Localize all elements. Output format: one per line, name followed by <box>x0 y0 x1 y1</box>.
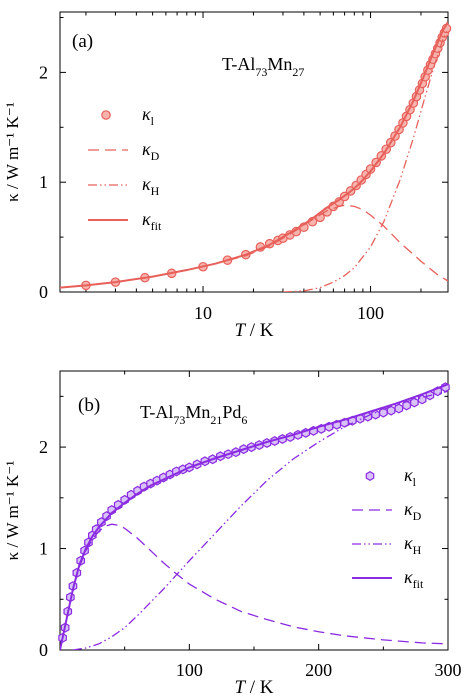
legend-subscript: l <box>413 475 417 489</box>
x-tick-label: 100 <box>357 303 384 323</box>
series-line-κH <box>72 390 448 650</box>
data-point-κl <box>394 403 404 414</box>
data-point-κl <box>410 397 419 408</box>
x-tick-label: 300 <box>435 660 462 680</box>
legend-subscript: D <box>151 149 160 163</box>
legend-subscript: D <box>413 509 422 523</box>
legend-symbol: κ <box>404 499 413 519</box>
legend-label: κD <box>142 139 160 163</box>
legend-subscript: fit <box>413 577 424 591</box>
legend-symbol: κ <box>404 533 413 553</box>
material-formula: T-Al73Mn21Pd6 <box>140 402 247 427</box>
x-axis-label-unit: / K <box>245 320 274 341</box>
y-tick-label: 1 <box>39 539 48 559</box>
legend-symbol: κ <box>142 139 151 159</box>
material-formula-part: T-Al <box>140 402 173 422</box>
legend-subscript: fit <box>151 219 162 233</box>
legend-symbol: κ <box>142 104 151 124</box>
material-formula-part: 21 <box>210 413 222 427</box>
material-formula-part: Pd <box>222 402 241 422</box>
legend-marker <box>365 471 375 481</box>
x-axis-label-var: T <box>234 320 246 341</box>
legend-marker <box>101 110 111 120</box>
legend-label: κfit <box>142 209 162 233</box>
panel-b: 100 200 300 0 1 2 T / K κ / W m⁻¹ K⁻¹ (b) T-Al73M… <box>3 370 462 697</box>
legend-label: κl <box>404 465 417 489</box>
y-tick-label: 2 <box>39 62 48 82</box>
material-formula-part: 27 <box>292 65 304 79</box>
panel-label: (a) <box>72 31 93 52</box>
y-tick-label: 2 <box>39 437 48 457</box>
y-tick-label: 0 <box>39 282 48 302</box>
material-formula-part: Mn <box>185 402 210 422</box>
legend-subscript: H <box>151 184 160 198</box>
series-line-κH <box>282 28 448 292</box>
material-formula-part: 73 <box>255 65 267 79</box>
x-tick-label: 200 <box>305 660 332 680</box>
legend-label: κH <box>404 533 422 557</box>
legend-label: κl <box>142 104 155 128</box>
panel-a: 10 100 0 1 2 T / K κ / W m⁻¹ K⁻¹ (a) T-Al73Mn27 κ… <box>3 11 452 341</box>
legend-label: κD <box>404 499 422 523</box>
x-axis-label-var: T <box>234 677 246 697</box>
series-line-κD <box>60 204 448 289</box>
panel-label: (b) <box>78 395 100 416</box>
legend-symbol: κ <box>404 465 413 485</box>
x-axis-label: T / K <box>234 320 273 341</box>
material-formula-part: Mn <box>267 54 292 74</box>
y-axis-label: κ / W m⁻¹ K⁻¹ <box>3 461 22 561</box>
x-axis-label-unit: / K <box>245 677 274 697</box>
legend-label: κH <box>142 174 160 198</box>
legend-symbol: κ <box>404 567 413 587</box>
series-line-κD <box>60 523 448 650</box>
plot-frame <box>59 11 449 293</box>
series-line-κfit <box>60 383 448 650</box>
series-line-κfit <box>60 21 448 289</box>
x-axis-label: T / K <box>234 677 273 697</box>
legend-label: κfit <box>404 567 424 591</box>
x-tick-label: 100 <box>176 660 203 680</box>
legend-symbol: κ <box>142 209 151 229</box>
material-formula: T-Al73Mn27 <box>222 54 304 79</box>
material-formula-part: 6 <box>241 413 247 427</box>
y-axis-label: κ / W m⁻¹ K⁻¹ <box>3 102 22 202</box>
material-formula-part: T-Al <box>222 54 255 74</box>
legend-subscript: l <box>151 114 155 128</box>
legend-symbol: κ <box>142 174 151 194</box>
material-formula-part: 73 <box>173 413 185 427</box>
x-tick-label: 10 <box>194 303 212 323</box>
y-tick-label: 1 <box>39 172 48 192</box>
legend-subscript: H <box>413 543 422 557</box>
y-tick-label: 0 <box>39 640 48 660</box>
